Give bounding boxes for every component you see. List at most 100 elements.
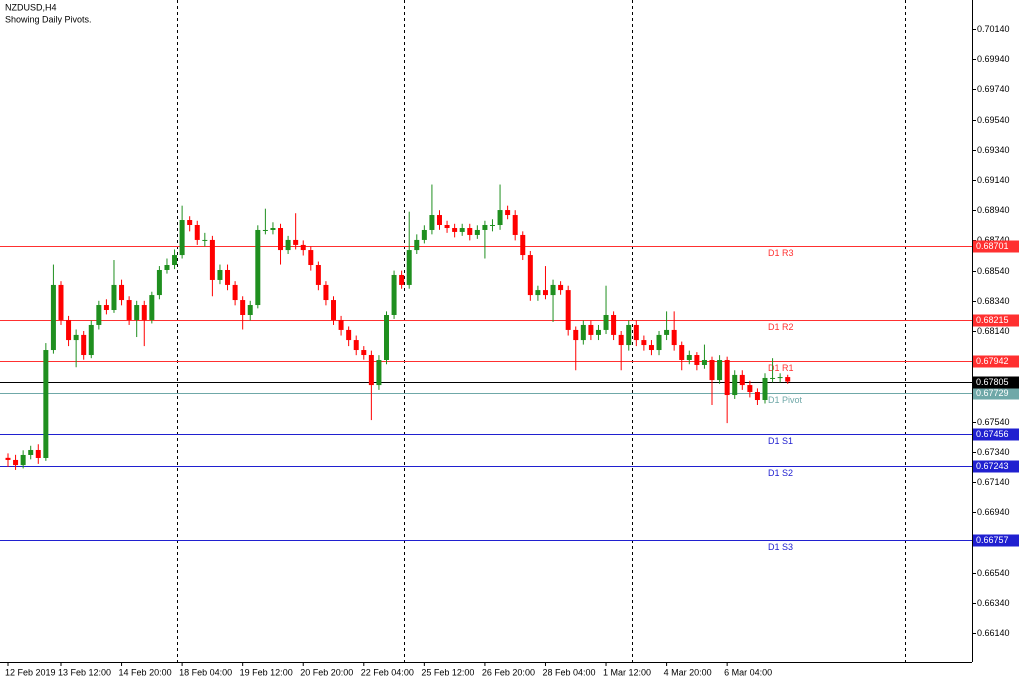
x-tick-label: 14 Feb 20:00: [119, 667, 172, 677]
price-tag-label: 0.67456: [976, 429, 1009, 439]
y-tick-label: 0.69940: [977, 54, 1010, 64]
candle-body: [66, 319, 72, 341]
candle-body: [595, 329, 601, 335]
pivot-label: D1 R1: [768, 363, 794, 373]
candle-body: [278, 228, 284, 251]
candle-body: [13, 459, 19, 466]
y-tick-label: 0.68940: [977, 205, 1010, 215]
candle-body: [565, 290, 571, 330]
price-tag-label: 0.67243: [976, 461, 1009, 471]
candle-body: [717, 359, 723, 381]
candle-body: [747, 385, 753, 393]
y-tick-label: 0.69340: [977, 145, 1010, 155]
candle-body: [588, 324, 594, 335]
price-tag: [973, 534, 1019, 547]
candle-body: [28, 449, 34, 455]
candle-body: [202, 239, 208, 241]
candle-body: [762, 377, 768, 401]
candle-body: [376, 359, 382, 386]
candle-body: [88, 324, 94, 356]
candle-body: [346, 329, 352, 341]
candle-body: [679, 345, 685, 360]
candle-body: [641, 340, 647, 346]
y-tick-label: 0.68740: [977, 235, 1010, 245]
candle-body: [542, 290, 548, 296]
y-tick-label: 0.66340: [977, 598, 1010, 608]
candle-body: [172, 255, 178, 266]
candle-body: [414, 239, 420, 251]
x-tick-label: 19 Feb 12:00: [240, 667, 293, 677]
candle-body: [73, 334, 79, 341]
candle-body: [35, 449, 41, 458]
x-tick-label: 4 Mar 20:00: [664, 667, 712, 677]
candle-body: [436, 215, 442, 225]
candle-body: [315, 265, 321, 285]
candle-body: [149, 295, 155, 320]
candle-body: [785, 377, 791, 382]
price-tag: [973, 355, 1019, 368]
candle-body: [126, 300, 132, 320]
candle-body: [50, 284, 56, 351]
candle-body: [43, 350, 49, 458]
y-tick-label: 0.68340: [977, 296, 1010, 306]
candle-body: [709, 359, 715, 381]
y-tick-label: 0.67340: [977, 447, 1010, 457]
candle-body: [611, 314, 617, 335]
y-tick-label: 0.68540: [977, 266, 1010, 276]
candle-body: [489, 224, 495, 226]
candle-body: [467, 228, 473, 235]
y-tick-label: 0.67140: [977, 477, 1010, 487]
candle-body: [96, 305, 102, 325]
candle-body: [255, 229, 261, 306]
candle-body: [262, 229, 268, 231]
candle-body: [156, 269, 162, 296]
candle-body: [512, 215, 518, 235]
x-tick-label: 25 Feb 12:00: [421, 667, 474, 677]
candle-body: [444, 224, 450, 229]
candle-body: [701, 359, 707, 365]
candle-body: [505, 210, 511, 216]
pivot-label: D1 R2: [768, 322, 794, 332]
candle-body: [111, 284, 117, 311]
candle-body: [368, 355, 374, 386]
x-tick-label: 1 Mar 12:00: [603, 667, 651, 677]
y-tick-label: 0.66540: [977, 568, 1010, 578]
candle-body: [217, 269, 223, 280]
x-tick-label: 18 Feb 04:00: [179, 667, 232, 677]
x-tick-label: 13 Feb 12:00: [58, 667, 111, 677]
y-tick-label: 0.69140: [977, 175, 1010, 185]
candle-body: [520, 234, 526, 256]
period-separators: [177, 0, 906, 662]
x-tick-label: 12 Feb 2019: [5, 667, 56, 677]
x-tick-label: 20 Feb 20:00: [300, 667, 353, 677]
candle-body: [656, 334, 662, 351]
price-tag: [973, 428, 1019, 441]
price-tag: [973, 387, 1019, 400]
price-tag: [973, 314, 1019, 327]
y-tick-label: 0.66940: [977, 507, 1010, 517]
candle-body: [293, 239, 299, 245]
candle-body: [694, 355, 700, 365]
x-tick-label: 26 Feb 20:00: [482, 667, 535, 677]
candle-body: [497, 210, 503, 225]
candle-body: [603, 314, 609, 330]
y-tick-label: 0.66140: [977, 628, 1010, 638]
candle-body: [573, 329, 579, 341]
candle-body: [686, 355, 692, 360]
candle-body: [300, 244, 306, 251]
chart-subtitle: Showing Daily Pivots.: [5, 14, 92, 24]
candle-body: [20, 454, 26, 466]
candle-body: [739, 374, 745, 386]
candle-body: [474, 229, 480, 235]
candle-body: [164, 265, 170, 270]
candle-body: [81, 334, 87, 356]
candle-body: [270, 228, 276, 230]
candle-body: [732, 374, 738, 396]
price-tag-label: 0.66757: [976, 535, 1009, 545]
candle-body: [626, 324, 632, 346]
candle-body: [580, 324, 586, 341]
candle-body: [194, 224, 200, 240]
candle-body: [550, 284, 556, 296]
price-tag-label: 0.67942: [976, 356, 1009, 366]
